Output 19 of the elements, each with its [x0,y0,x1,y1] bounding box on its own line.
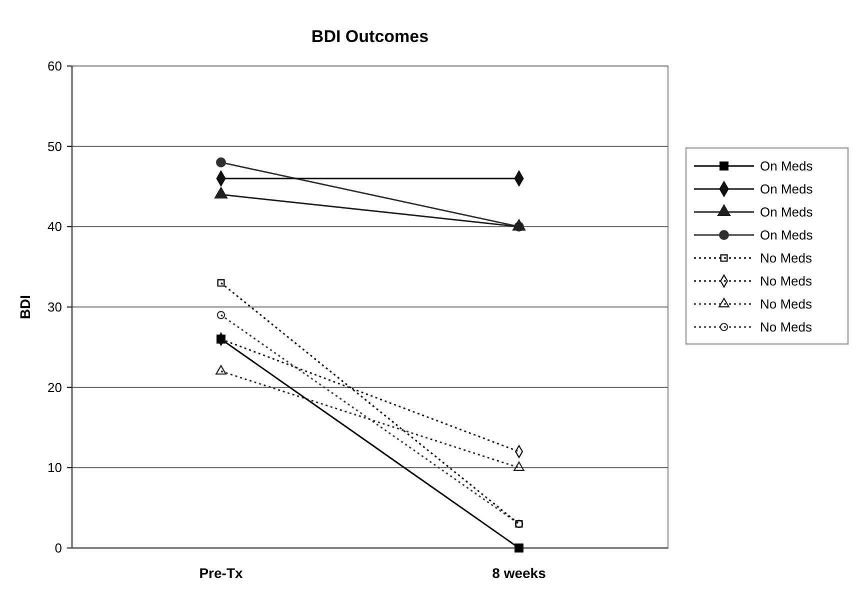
y-tick-label: 50 [48,138,62,154]
y-tick-label: 40 [48,219,62,234]
chart-title: BDI Outcomes [311,27,429,46]
legend-label: No Meds [760,320,813,335]
legend-label: On Meds [760,182,814,197]
legend-label: No Meds [760,274,813,289]
x-tick-label: Pre-Tx [199,565,243,581]
y-axis-title: BDI [17,294,33,320]
y-tick-label: 60 [48,58,62,74]
x-tick-label: 8 weeks [492,565,546,581]
legend-label: On Meds [760,158,814,174]
legend-label: On Meds [760,228,814,243]
y-tick-label: 20 [48,380,62,395]
legend-label: No Meds [760,250,813,266]
y-tick-label: 10 [48,460,62,476]
y-tick-label: 30 [48,300,62,315]
y-tick-label: 0 [54,540,62,556]
legend-label: No Meds [760,296,813,312]
legend-label: On Meds [760,204,814,220]
